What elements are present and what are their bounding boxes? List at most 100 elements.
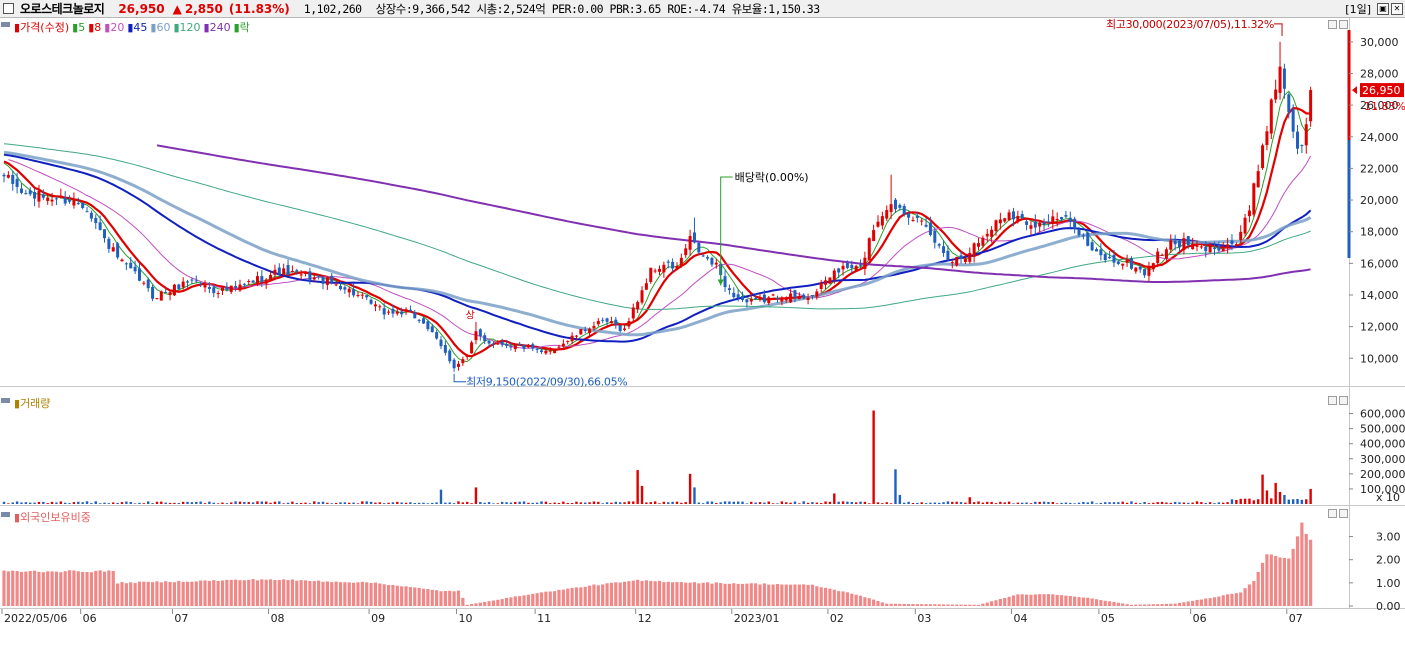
volume-bar	[1139, 503, 1142, 504]
legend-item: 120	[180, 21, 201, 34]
candle	[775, 295, 779, 303]
period-selector[interactable]: [1일]	[1345, 3, 1371, 16]
candle	[426, 319, 430, 332]
volume-bar	[710, 501, 714, 504]
volume-bar	[1012, 503, 1015, 504]
candle-body	[745, 299, 749, 303]
close-icon[interactable]: ✕	[1391, 3, 1403, 15]
candle	[574, 334, 578, 341]
candle-body	[679, 257, 683, 267]
ma-8-line	[3, 106, 1311, 358]
volume-bar	[876, 502, 880, 504]
candle-body	[522, 345, 526, 349]
candle-body	[37, 190, 41, 202]
candle	[81, 202, 85, 210]
candle	[46, 193, 50, 205]
candle	[500, 338, 504, 348]
candle	[260, 270, 264, 288]
volume-bar	[90, 503, 93, 504]
candle	[1278, 41, 1282, 100]
candle-body	[1055, 218, 1059, 220]
candle-body	[863, 257, 867, 269]
candle	[1099, 243, 1103, 261]
candle	[1186, 235, 1190, 249]
candle	[859, 259, 863, 269]
dividend-annotation-arrow	[720, 176, 733, 286]
candle	[1173, 234, 1177, 251]
candle-body	[194, 280, 198, 282]
candle-body	[50, 199, 54, 202]
candle	[928, 216, 932, 237]
volume-bar	[1125, 502, 1129, 504]
volume-bar	[527, 502, 530, 504]
candle-body	[688, 236, 692, 250]
volume-bar	[872, 410, 875, 504]
candle	[1051, 209, 1055, 229]
legend-marker: ▮	[104, 21, 110, 34]
volume-bar	[1099, 502, 1103, 504]
high-annotation-arrow	[1274, 23, 1283, 36]
foreign-ratio-bar	[1230, 593, 1234, 606]
x-tick-label: 04	[1013, 612, 1027, 625]
foreign-ratio-bar	[719, 583, 723, 606]
foreign-ratio-bar	[247, 579, 251, 606]
restore-icon[interactable]: ▣	[1377, 3, 1389, 15]
candle	[1020, 210, 1024, 220]
volume-bar	[2, 501, 6, 504]
foreign-ratio-bar	[609, 582, 614, 606]
candle	[592, 321, 596, 331]
foreign-ratio-bar	[981, 603, 985, 606]
volume-bar	[496, 503, 500, 504]
candle-body	[151, 286, 155, 299]
volume-bar	[1256, 499, 1260, 504]
panel-icon[interactable]	[1, 512, 10, 517]
foreign-ratio-bar	[902, 603, 906, 606]
candle-body	[15, 179, 19, 187]
candle-body	[1160, 254, 1164, 256]
volume-bar	[1274, 482, 1277, 504]
candle	[749, 293, 753, 305]
candle-body	[1234, 244, 1238, 246]
volume-bar	[1195, 501, 1199, 504]
foreign-ratio-bar	[395, 585, 399, 606]
foreign-ratio-bar	[1160, 604, 1164, 606]
candle-body	[793, 290, 797, 298]
candle	[732, 287, 736, 301]
candle-body	[1147, 267, 1151, 276]
foreign-ratio-bar	[754, 583, 758, 606]
candle	[1121, 263, 1125, 270]
foreign-ratio-bar	[242, 580, 246, 606]
candle	[1252, 182, 1256, 218]
candle	[155, 298, 159, 300]
volume-bar	[63, 502, 67, 504]
foreign-ratio-bar	[911, 604, 915, 606]
foreign-ratio-bar	[1007, 596, 1011, 606]
candle-body	[762, 294, 766, 303]
panel-icon[interactable]	[1, 22, 10, 27]
volume-bar	[1265, 490, 1269, 504]
y-tick-label: 24,000	[1360, 131, 1399, 144]
select-checkbox[interactable]	[3, 3, 14, 14]
y-tick-label: 100,000	[1360, 483, 1405, 496]
candle	[627, 317, 631, 330]
foreign-ratio-bar	[264, 579, 268, 606]
volume-bar	[94, 501, 97, 504]
candle	[723, 270, 727, 292]
panel-icon[interactable]	[1, 398, 10, 403]
volume-bar	[365, 501, 368, 504]
candle-body	[46, 197, 50, 201]
candle-body	[942, 246, 946, 253]
candle	[137, 262, 141, 282]
panel-controls[interactable]	[1328, 20, 1348, 518]
candle-body	[959, 255, 963, 259]
candle	[1112, 250, 1116, 268]
candle-body	[605, 318, 609, 322]
candle-body	[666, 261, 670, 263]
candle	[548, 347, 552, 355]
volume-bar	[199, 501, 202, 504]
candle-body	[116, 243, 120, 258]
candle	[727, 284, 731, 295]
foreign-ratio-bar	[1300, 522, 1304, 606]
candle	[911, 216, 915, 222]
candle	[609, 316, 613, 324]
